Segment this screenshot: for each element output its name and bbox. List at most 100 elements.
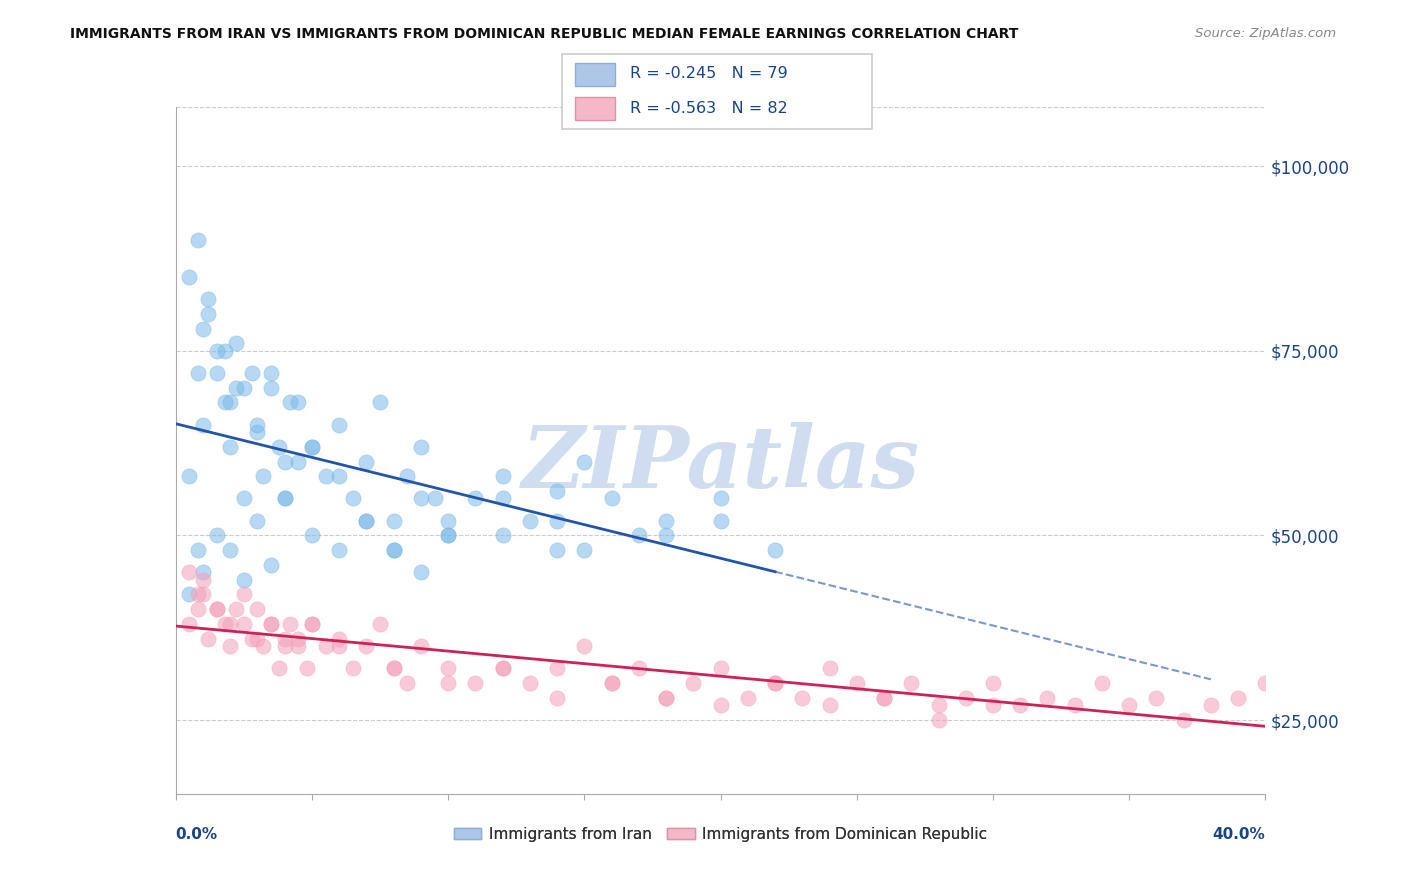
Point	[260, 617, 283, 632]
Point	[382, 543, 405, 558]
Point	[437, 528, 460, 542]
Point	[179, 566, 201, 580]
Point	[409, 440, 432, 454]
Point	[186, 366, 209, 380]
Point	[546, 514, 568, 528]
Point	[382, 543, 405, 558]
Point	[197, 307, 219, 321]
Point	[409, 566, 432, 580]
Point	[191, 417, 214, 432]
Point	[328, 469, 350, 483]
Point	[328, 543, 350, 558]
Point	[301, 528, 323, 542]
Point	[818, 698, 841, 713]
Point	[315, 469, 337, 483]
Point	[928, 713, 950, 727]
Point	[287, 454, 309, 468]
Point	[191, 566, 214, 580]
Point	[546, 543, 568, 558]
Point	[437, 528, 460, 542]
Point	[437, 661, 460, 675]
Point	[260, 617, 283, 632]
Point	[179, 617, 201, 632]
Point	[574, 639, 596, 653]
Point	[981, 676, 1004, 690]
Point	[519, 676, 541, 690]
Point	[219, 440, 242, 454]
Point	[301, 617, 323, 632]
Point	[260, 381, 283, 395]
Point	[1144, 690, 1167, 705]
Point	[382, 514, 405, 528]
Point	[219, 639, 242, 653]
Point	[356, 514, 378, 528]
Point	[252, 639, 274, 653]
Point	[368, 395, 391, 409]
Point	[342, 661, 364, 675]
Point	[492, 661, 515, 675]
Point	[1010, 698, 1032, 713]
Point	[191, 321, 214, 335]
Point	[1227, 690, 1250, 705]
Text: R = -0.563   N = 82: R = -0.563 N = 82	[630, 101, 789, 116]
Point	[492, 491, 515, 506]
Point	[240, 632, 263, 646]
Point	[328, 632, 350, 646]
Point	[1199, 698, 1222, 713]
Point	[655, 528, 678, 542]
Point	[955, 690, 977, 705]
Point	[225, 336, 247, 351]
Point	[409, 491, 432, 506]
Point	[763, 543, 786, 558]
Point	[205, 366, 228, 380]
Point	[246, 632, 269, 646]
Point	[737, 690, 759, 705]
Point	[792, 690, 814, 705]
Point	[315, 639, 337, 653]
Point	[287, 395, 309, 409]
Point	[655, 690, 678, 705]
Point	[1091, 676, 1114, 690]
Point	[274, 454, 297, 468]
Point	[574, 543, 596, 558]
FancyBboxPatch shape	[562, 54, 872, 129]
Point	[396, 469, 419, 483]
Point	[464, 676, 486, 690]
Point	[627, 528, 650, 542]
Text: ZIPatlas: ZIPatlas	[522, 423, 920, 506]
Point	[818, 661, 841, 675]
Point	[205, 602, 228, 616]
Point	[492, 469, 515, 483]
Point	[1173, 713, 1195, 727]
Point	[1036, 690, 1059, 705]
Point	[278, 395, 301, 409]
Point	[214, 617, 236, 632]
Point	[295, 661, 318, 675]
Point	[682, 676, 704, 690]
Point	[546, 690, 568, 705]
Point	[382, 661, 405, 675]
Point	[205, 602, 228, 616]
Point	[197, 292, 219, 306]
Point	[205, 343, 228, 358]
Point	[1063, 698, 1085, 713]
Text: 40.0%: 40.0%	[1212, 827, 1265, 842]
Point	[328, 417, 350, 432]
Point	[191, 587, 214, 601]
Point	[301, 617, 323, 632]
Point	[274, 632, 297, 646]
Point	[232, 573, 254, 587]
Point	[246, 514, 269, 528]
Point	[873, 690, 896, 705]
Point	[845, 676, 868, 690]
Point	[197, 632, 219, 646]
Point	[574, 454, 596, 468]
Point	[356, 514, 378, 528]
Text: Source: ZipAtlas.com: Source: ZipAtlas.com	[1195, 27, 1336, 40]
Text: IMMIGRANTS FROM IRAN VS IMMIGRANTS FROM DOMINICAN REPUBLIC MEDIAN FEMALE EARNING: IMMIGRANTS FROM IRAN VS IMMIGRANTS FROM …	[70, 27, 1019, 41]
Point	[655, 514, 678, 528]
Point	[278, 617, 301, 632]
Point	[492, 661, 515, 675]
Point	[186, 602, 209, 616]
Point	[492, 528, 515, 542]
